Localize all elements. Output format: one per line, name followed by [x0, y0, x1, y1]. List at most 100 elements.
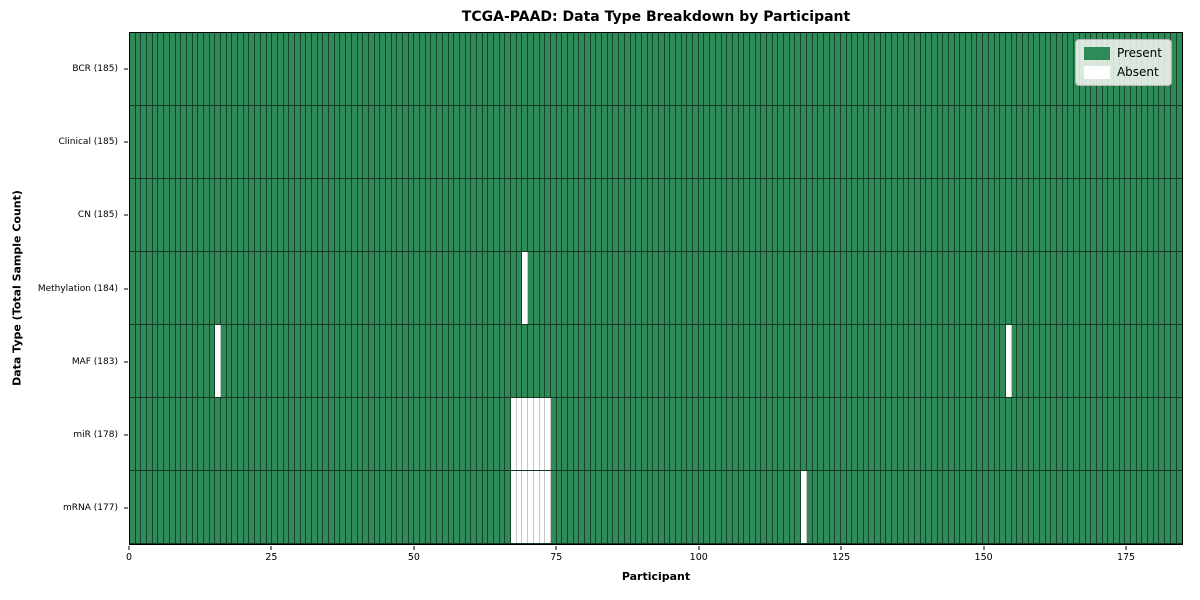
heatmap-cell	[1165, 106, 1171, 178]
heatmap-cell	[431, 471, 438, 543]
heatmap-cell	[1000, 252, 1006, 324]
heatmap-cell	[744, 471, 750, 543]
legend-label-absent: Absent	[1116, 65, 1159, 79]
heatmap-cell	[442, 252, 449, 324]
heatmap-cell	[545, 33, 551, 105]
heatmap-cell	[1091, 471, 1097, 543]
heatmap-cell	[147, 106, 153, 178]
heatmap-cell	[334, 471, 341, 543]
heatmap-cell	[1051, 252, 1058, 324]
heatmap-cell	[1136, 106, 1143, 178]
legend-item-present: Present	[1083, 46, 1162, 60]
heatmap-cell	[983, 252, 989, 324]
heatmap-cell	[789, 398, 796, 470]
heatmap-cell	[966, 179, 972, 251]
heatmap-cell	[420, 252, 426, 324]
heatmap-cell	[329, 471, 335, 543]
heatmap-cell	[226, 398, 233, 470]
heatmap-cell	[511, 325, 517, 397]
heatmap-cell	[260, 398, 267, 470]
heatmap-cell	[198, 252, 204, 324]
heatmap-cell	[613, 325, 620, 397]
x-tick-label: 150	[974, 552, 993, 563]
heatmap-cell	[909, 252, 915, 324]
heatmap-cell	[1040, 398, 1046, 470]
heatmap-cell	[624, 398, 631, 470]
y-tick-label: mRNA (177)	[63, 503, 118, 514]
heatmap-cell	[920, 179, 927, 251]
heatmap-cell	[619, 398, 625, 470]
heatmap-cell	[613, 471, 620, 543]
heatmap-cell	[300, 252, 307, 324]
heatmap-cell	[476, 33, 483, 105]
heatmap-cell	[721, 33, 728, 105]
heatmap-cell	[926, 33, 932, 105]
heatmap-cell	[744, 252, 750, 324]
heatmap-cell	[1119, 252, 1126, 324]
heatmap-cell	[340, 33, 347, 105]
heatmap-cell	[749, 33, 756, 105]
heatmap-cell	[931, 179, 938, 251]
heatmap-cell	[988, 471, 995, 543]
heatmap-cell	[1136, 252, 1143, 324]
heatmap-cell	[323, 179, 330, 251]
heatmap-cell	[1034, 33, 1040, 105]
heatmap-cell	[368, 179, 375, 251]
heatmap-cell	[1108, 398, 1114, 470]
heatmap-cell	[158, 179, 165, 251]
heatmap-cell	[744, 398, 750, 470]
heatmap-cell	[255, 398, 261, 470]
heatmap-cell	[1000, 398, 1006, 470]
heatmap-cell	[1125, 179, 1131, 251]
heatmap-cell	[448, 471, 455, 543]
heatmap-cell	[442, 325, 449, 397]
heatmap-cell	[1136, 471, 1143, 543]
heatmap-cell	[192, 398, 199, 470]
heatmap-cell	[624, 179, 631, 251]
heatmap-cell	[164, 325, 170, 397]
heatmap-cell	[647, 106, 654, 178]
heatmap-cell	[909, 471, 915, 543]
heatmap-cell	[1096, 252, 1103, 324]
heatmap-cell	[420, 33, 426, 105]
heatmap-cell	[630, 398, 637, 470]
heatmap-cell	[391, 179, 398, 251]
heatmap-cell	[141, 252, 148, 324]
heatmap-cell	[141, 106, 148, 178]
heatmap-cell	[323, 398, 330, 470]
heatmap-cell	[960, 398, 967, 470]
heatmap-cell	[897, 325, 904, 397]
y-tick-label: miR (178)	[73, 430, 118, 441]
heatmap-cell	[630, 179, 637, 251]
heatmap-cell	[658, 179, 665, 251]
heatmap-cell	[727, 325, 733, 397]
heatmap-cell	[209, 471, 216, 543]
heatmap-cell	[840, 33, 847, 105]
heatmap-cell	[579, 252, 585, 324]
heatmap-cell	[391, 471, 398, 543]
heatmap-cell	[676, 325, 682, 397]
heatmap-cell	[641, 33, 648, 105]
heatmap-cell	[949, 33, 955, 105]
heatmap-cell	[1079, 179, 1086, 251]
heatmap-cell	[755, 325, 762, 397]
heatmap-cell	[499, 33, 506, 105]
heatmap-cell	[1085, 325, 1092, 397]
heatmap-cell	[329, 325, 335, 397]
heatmap-cell	[602, 471, 608, 543]
heatmap-cell	[971, 325, 978, 397]
heatmap-cell	[835, 252, 841, 324]
heatmap-cell	[949, 179, 955, 251]
heatmap-cell	[988, 33, 995, 105]
heatmap-cell	[346, 325, 352, 397]
heatmap-cell	[567, 252, 574, 324]
heatmap-cell	[215, 33, 221, 105]
heatmap-cell	[567, 106, 574, 178]
heatmap-cell	[289, 179, 295, 251]
heatmap-cell	[795, 106, 802, 178]
heatmap-cell	[681, 179, 688, 251]
heatmap-cell	[164, 106, 170, 178]
heatmap-cell	[858, 179, 864, 251]
heatmap-cell	[590, 252, 597, 324]
heatmap-cell	[806, 471, 813, 543]
